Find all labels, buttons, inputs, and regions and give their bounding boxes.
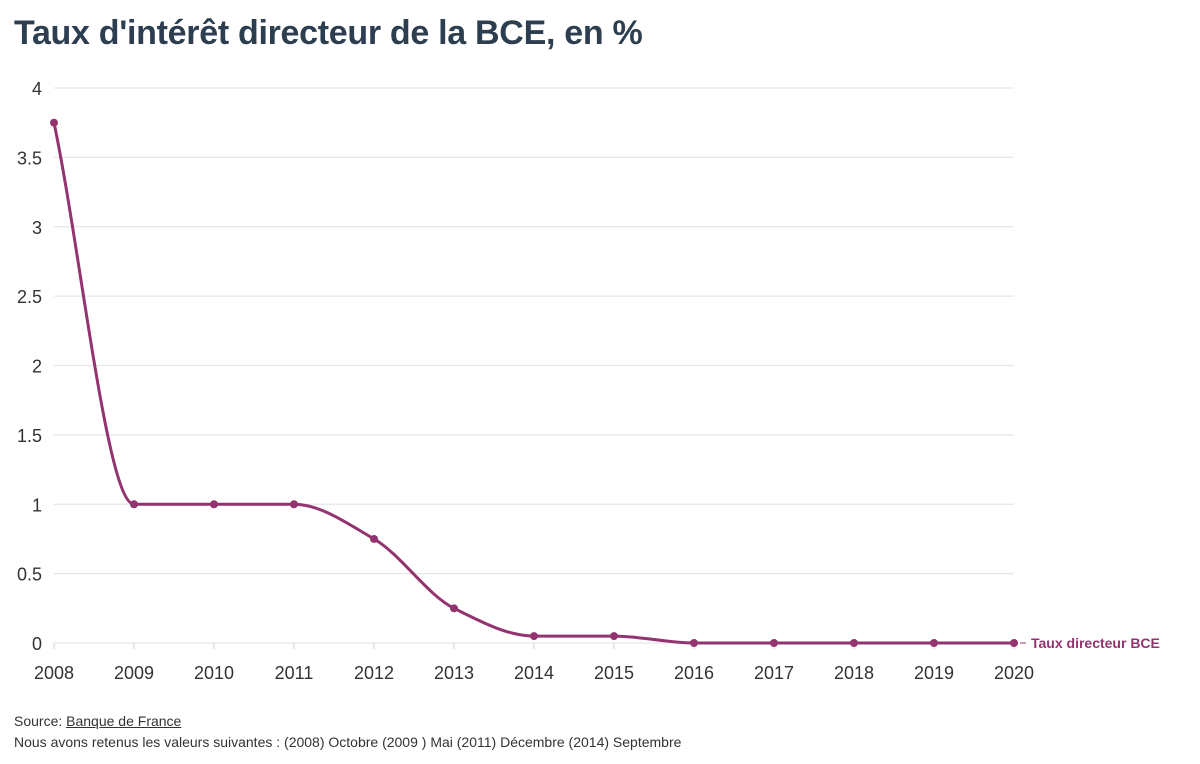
x-tick-label: 2018 <box>834 663 874 683</box>
y-tick-label: 4 <box>32 79 42 99</box>
data-point <box>290 500 298 509</box>
x-tick-label: 2014 <box>514 663 554 683</box>
data-point <box>50 118 58 127</box>
y-tick-label: 1.5 <box>17 426 42 446</box>
series-layer: Taux directeur BCE <box>50 118 1160 651</box>
y-tick-label: 0 <box>32 634 42 654</box>
source-line: Source: Banque de France <box>14 711 681 732</box>
grid-lines <box>54 87 1014 644</box>
y-tick-label: 0.5 <box>17 565 42 585</box>
methodology-note: Nous avons retenus les valeurs suivantes… <box>14 734 682 750</box>
data-point <box>850 639 858 647</box>
source-prefix: Source: <box>14 713 67 729</box>
data-point <box>450 604 458 613</box>
data-point <box>930 639 938 647</box>
x-tick-label: 2015 <box>594 663 634 683</box>
x-tick-label: 2011 <box>275 663 314 683</box>
data-point <box>530 632 538 641</box>
data-point <box>770 639 778 647</box>
chart-footer: Source: Banque de France Nous avons rete… <box>14 711 681 753</box>
x-tick-label: 2019 <box>914 663 954 683</box>
series-line <box>52 122 1014 645</box>
data-point <box>610 632 618 641</box>
y-axis-ticks: 0 0.5 1 1.5 2 2.5 3 3.5 4 <box>17 79 42 654</box>
x-tick-label: 2010 <box>194 663 234 683</box>
data-point <box>130 500 138 509</box>
x-axis-ticks: 2008 2009 2010 2011 2012 2013 2014 2015 2016 2017… <box>34 643 1034 683</box>
x-tick-label: 2020 <box>994 663 1034 683</box>
y-tick-label: 3 <box>32 218 42 238</box>
source-link[interactable]: Banque de France <box>66 713 182 729</box>
x-tick-label: 2016 <box>674 663 714 683</box>
y-tick-label: 2 <box>32 357 42 377</box>
chart-title: Taux d'intérêt directeur de la BCE, en % <box>14 14 643 52</box>
x-tick-label: 2012 <box>354 663 394 683</box>
x-tick-label: 2008 <box>34 663 74 683</box>
x-tick-label: 2009 <box>114 663 154 683</box>
y-tick-label: 2.5 <box>17 287 42 307</box>
y-tick-label: 1 <box>32 495 42 515</box>
data-point <box>1010 639 1018 647</box>
x-tick-label: 2017 <box>754 663 794 683</box>
data-point <box>370 534 378 543</box>
data-point <box>690 639 698 647</box>
series-label: Taux directeur BCE <box>1031 635 1160 651</box>
data-point <box>210 500 218 509</box>
y-tick-label: 3.5 <box>17 148 42 168</box>
x-tick-label: 2013 <box>434 663 474 683</box>
